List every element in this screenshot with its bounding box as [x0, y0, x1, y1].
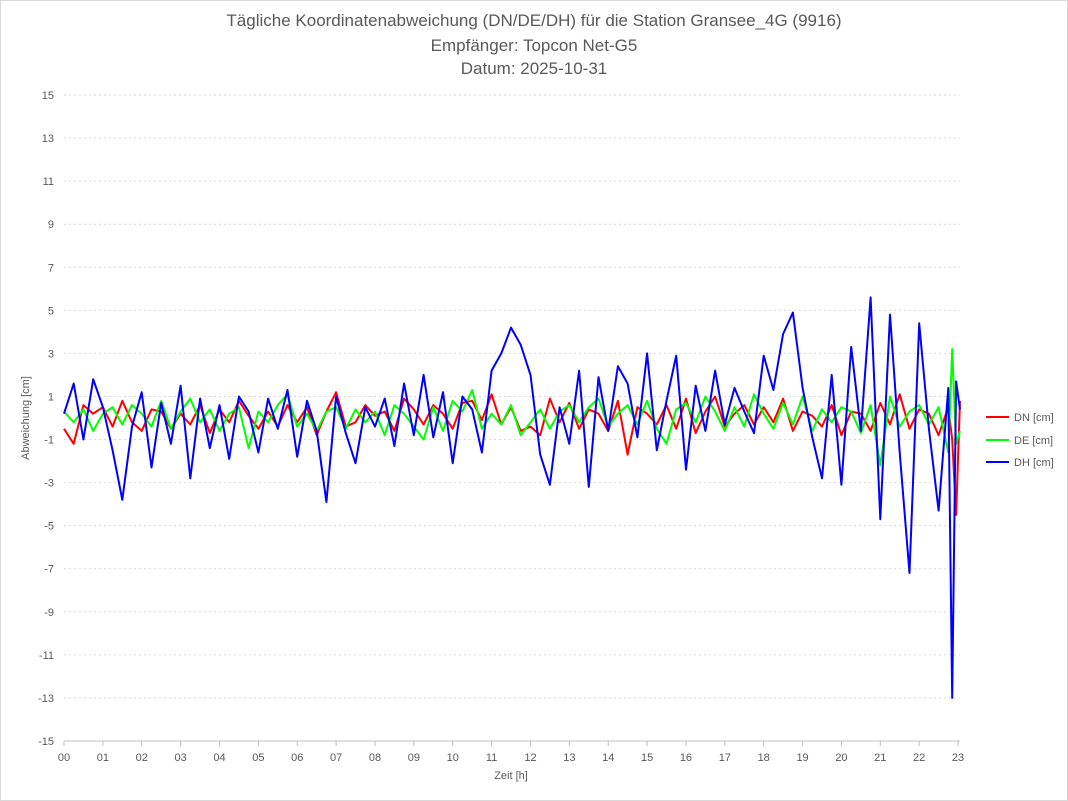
y-tick-label: -1: [44, 435, 54, 447]
x-tick-label: 10: [447, 752, 459, 764]
legend-label: DH [cm]: [1014, 457, 1054, 469]
x-tick-label: 05: [252, 752, 264, 764]
legend: DN [cm] DE [cm] DH [cm]: [986, 412, 1054, 469]
x-tick-label: 17: [719, 752, 731, 764]
y-tick-label: 3: [48, 348, 54, 360]
y-axis-ticks: 15 13 11 9 7 5 3 1 -1 -3 -5 -7 -9 -11 -13 -15: [38, 90, 54, 748]
x-tick-label: 06: [291, 752, 303, 764]
x-tick-label: 07: [330, 752, 342, 764]
x-tick-label: 00: [58, 752, 70, 764]
x-tick-label: 21: [874, 752, 886, 764]
series-line-dh: [63, 296, 961, 699]
x-tick-label: 13: [563, 752, 575, 764]
x-tick-label: 16: [680, 752, 692, 764]
x-axis-label: Zeit [h]: [494, 770, 528, 782]
x-tick-label: 11: [486, 752, 497, 764]
x-tick-label: 03: [174, 752, 186, 764]
legend-label: DE [cm]: [1014, 435, 1053, 447]
x-tick-label: 20: [835, 752, 847, 764]
y-tick-label: -11: [39, 650, 54, 662]
y-tick-label: 1: [48, 391, 54, 403]
y-tick-label: 13: [42, 133, 54, 145]
x-tick-label: 04: [213, 752, 225, 764]
x-tick-label: 19: [796, 752, 808, 764]
y-tick-label: 15: [42, 90, 54, 102]
y-tick-label: 7: [48, 262, 54, 274]
y-tick-label: 5: [48, 305, 54, 317]
y-tick-label: 9: [48, 219, 54, 231]
y-tick-label: -13: [38, 693, 54, 705]
y-tick-label: -5: [44, 521, 54, 533]
y-axis-label: Abweichung [cm]: [20, 376, 32, 460]
y-tick-label: -3: [44, 478, 54, 490]
chart-title: Tägliche Koordinatenabweichung (DN/DE/DH…: [226, 11, 842, 30]
y-tick-label: -7: [44, 564, 54, 576]
y-tick-label: -15: [38, 736, 54, 748]
x-tick-label: 02: [136, 752, 148, 764]
x-tick-label: 15: [641, 752, 653, 764]
x-tick-label: 23: [952, 752, 964, 764]
x-tick-label: 22: [913, 752, 925, 764]
x-tick-label: 18: [758, 752, 770, 764]
x-tick-label: 01: [97, 752, 109, 764]
x-tick-label: 12: [524, 752, 536, 764]
y-tick-label: 11: [43, 176, 54, 188]
chart-subtitle-date: Datum: 2025-10-31: [460, 59, 608, 78]
x-tick-label: 08: [369, 752, 381, 764]
legend-label: DN [cm]: [1014, 412, 1054, 424]
x-tick-label: 09: [408, 752, 420, 764]
series-lines: [63, 296, 961, 699]
chart-subtitle-receiver: Empfänger: Topcon Net-G5: [430, 36, 638, 55]
y-tick-label: -9: [44, 607, 54, 619]
x-tick-label: 14: [602, 752, 614, 764]
grid-lines: [64, 94, 960, 742]
x-axis-ticks: 00 01 02 03 04 05 06 07 08 09 10 11 12 13 14 15 16 17 18 19…: [58, 741, 964, 764]
